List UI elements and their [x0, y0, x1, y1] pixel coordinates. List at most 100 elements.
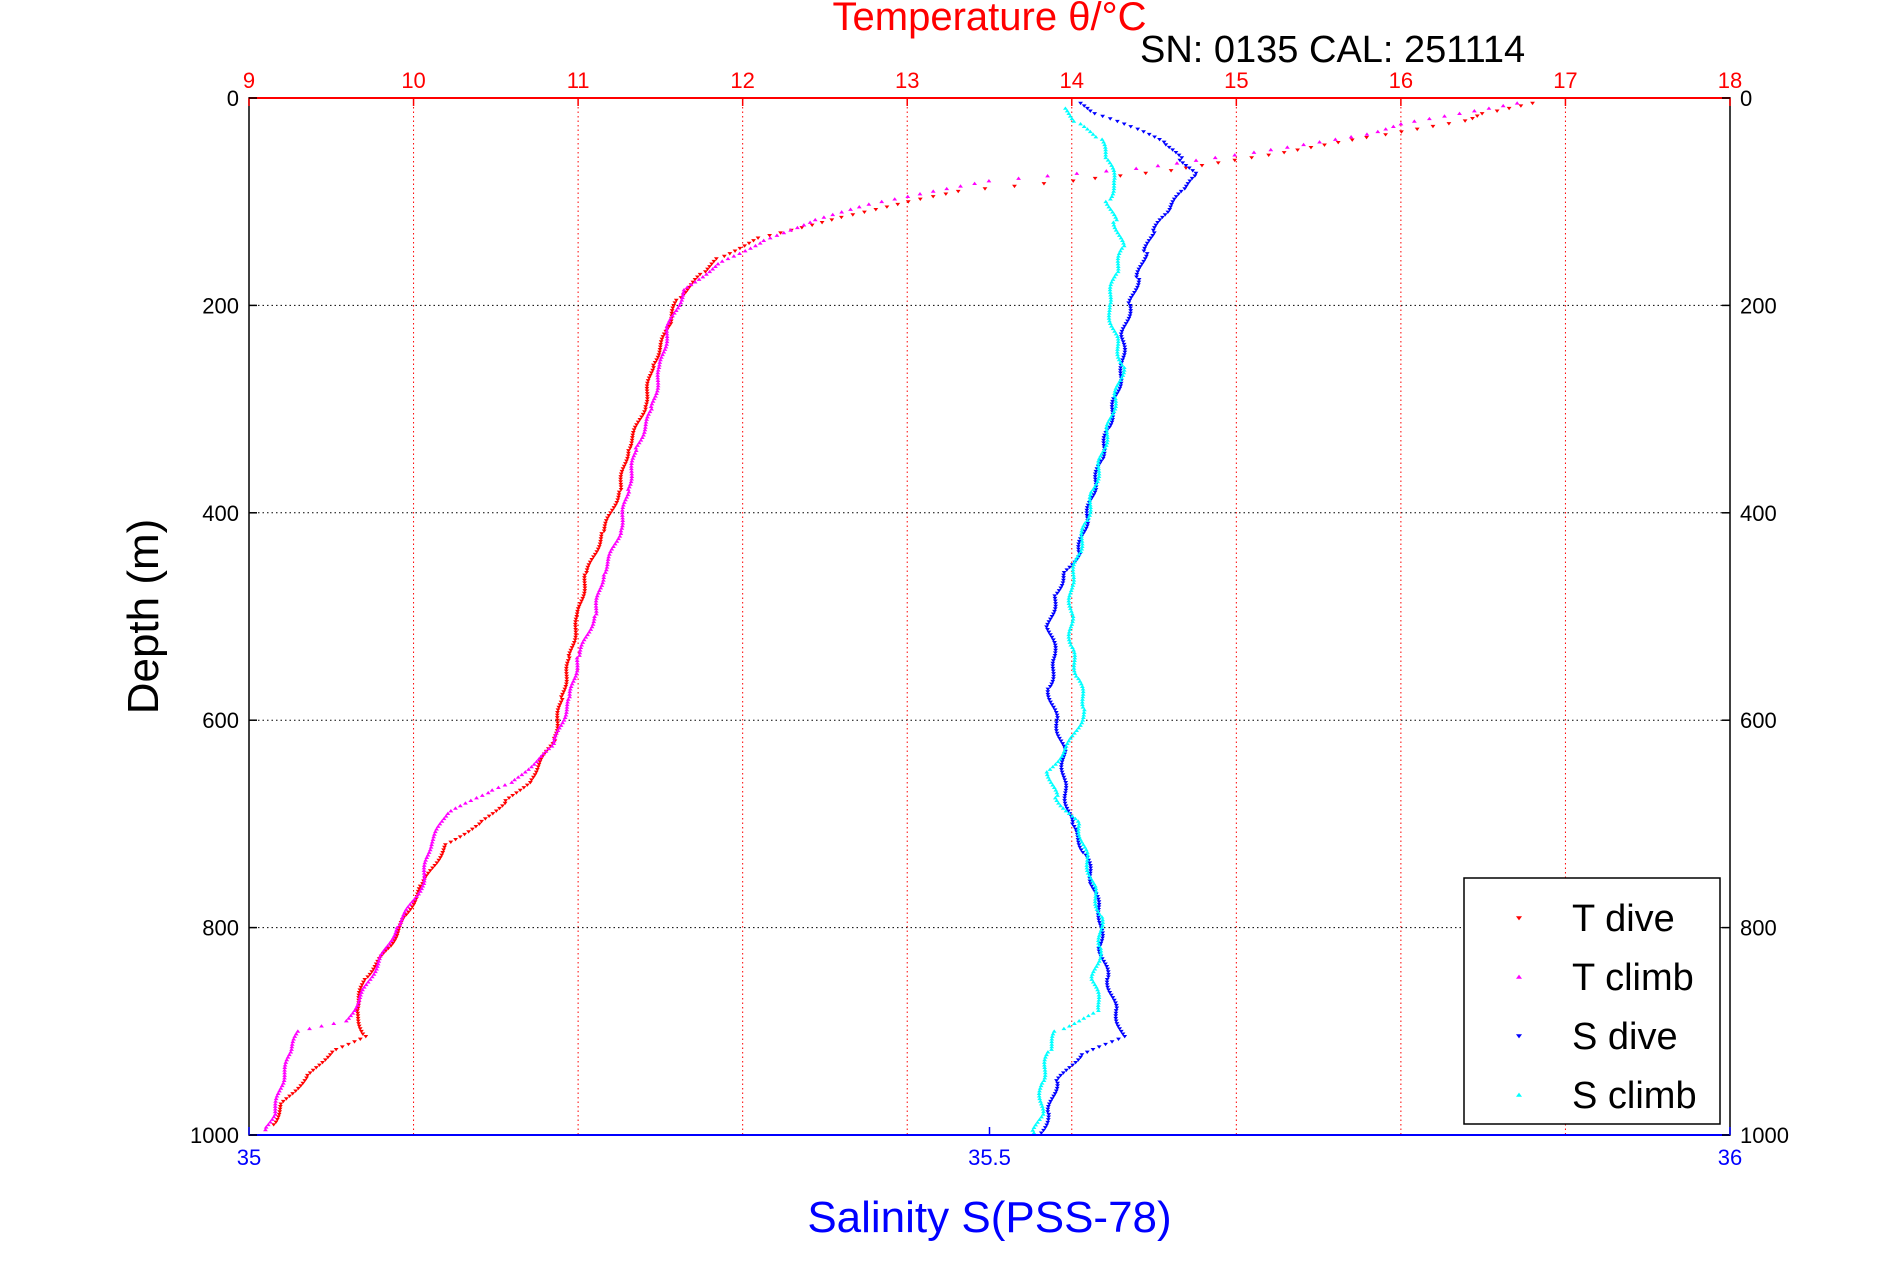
data-point — [1061, 570, 1067, 575]
data-point — [1057, 736, 1062, 741]
data-point — [566, 656, 572, 660]
data-point — [1048, 700, 1053, 704]
data-point — [603, 519, 609, 523]
data-point — [1060, 773, 1066, 777]
data-point — [1044, 1052, 1049, 1057]
data-point — [620, 523, 625, 528]
data-point — [829, 218, 835, 222]
data-point — [1108, 282, 1114, 287]
data-point — [269, 1117, 275, 1121]
data-point — [275, 1091, 281, 1095]
data-point — [721, 254, 727, 259]
data-point — [1112, 274, 1117, 279]
data-point — [1069, 733, 1075, 738]
data-point — [1047, 767, 1053, 771]
data-point — [1087, 495, 1093, 499]
data-point — [1111, 186, 1117, 191]
data-point — [392, 939, 397, 943]
data-point — [1176, 153, 1182, 157]
data-point — [655, 368, 661, 372]
data-point — [626, 490, 632, 494]
data-point — [479, 819, 484, 824]
data-point — [432, 829, 438, 834]
data-point — [619, 469, 625, 474]
data-point — [1162, 213, 1168, 217]
data-point — [585, 565, 591, 570]
data-point — [592, 552, 598, 557]
data-point — [1107, 303, 1113, 307]
data-point — [1335, 141, 1341, 145]
data-point — [1068, 609, 1074, 613]
data-point — [579, 643, 585, 647]
data-point — [584, 568, 590, 572]
data-point — [944, 186, 950, 191]
data-point — [305, 1073, 310, 1078]
data-point — [1042, 1068, 1048, 1072]
data-point — [1486, 106, 1492, 110]
data-point — [1071, 119, 1077, 123]
data-point — [1121, 370, 1127, 375]
data-point — [277, 1107, 283, 1111]
data-point — [445, 811, 451, 815]
data-point — [1054, 721, 1059, 725]
data-point — [381, 949, 387, 953]
data-point — [1076, 834, 1082, 839]
data-point — [421, 868, 427, 873]
data-point — [1096, 936, 1102, 940]
data-point — [767, 233, 772, 238]
data-point — [618, 480, 624, 484]
data-point — [1113, 215, 1119, 219]
data-point — [1071, 663, 1077, 668]
data-point — [534, 768, 540, 772]
data-point — [1071, 578, 1077, 582]
data-point — [1084, 127, 1090, 131]
data-point — [618, 488, 624, 492]
data-point — [655, 381, 661, 385]
data-point — [319, 1024, 324, 1028]
data-point — [586, 563, 592, 567]
data-point — [1107, 306, 1113, 310]
data-point — [609, 508, 615, 513]
data-point — [415, 889, 421, 894]
data-point — [1123, 322, 1129, 326]
data-point — [588, 627, 594, 631]
data-point — [1092, 475, 1098, 479]
data-point — [420, 884, 426, 888]
data-point — [629, 474, 635, 478]
data-point — [1096, 459, 1101, 463]
data-point — [279, 1083, 285, 1088]
data-point — [664, 331, 670, 336]
data-point — [1114, 383, 1120, 388]
data-point — [290, 1039, 296, 1044]
data-point — [627, 482, 633, 486]
data-point — [651, 363, 656, 367]
data-point — [482, 817, 488, 821]
data-point — [1061, 749, 1067, 753]
data-point — [373, 969, 378, 974]
data-point — [1185, 182, 1191, 186]
data-point — [1050, 669, 1056, 673]
salinity-tick-label: 35 — [237, 1145, 261, 1170]
data-point — [1115, 256, 1121, 261]
data-point — [1066, 599, 1072, 603]
data-point — [647, 373, 653, 378]
data-point — [1107, 285, 1113, 289]
data-point — [1067, 114, 1073, 118]
depth-tick-label: 600 — [202, 708, 239, 733]
data-point — [642, 425, 648, 429]
data-point — [432, 832, 437, 836]
data-point — [595, 547, 601, 552]
data-point — [1049, 1047, 1054, 1051]
data-point — [1072, 816, 1078, 821]
data-point — [742, 244, 748, 248]
data-point — [1066, 635, 1072, 639]
data-point — [1128, 309, 1134, 313]
data-point — [517, 788, 523, 793]
data-point — [529, 764, 534, 769]
data-point — [649, 401, 655, 406]
data-point — [564, 664, 570, 668]
data-point — [605, 560, 611, 564]
data-point — [1048, 780, 1054, 784]
data-point — [1056, 589, 1062, 593]
data-point — [1115, 347, 1120, 351]
